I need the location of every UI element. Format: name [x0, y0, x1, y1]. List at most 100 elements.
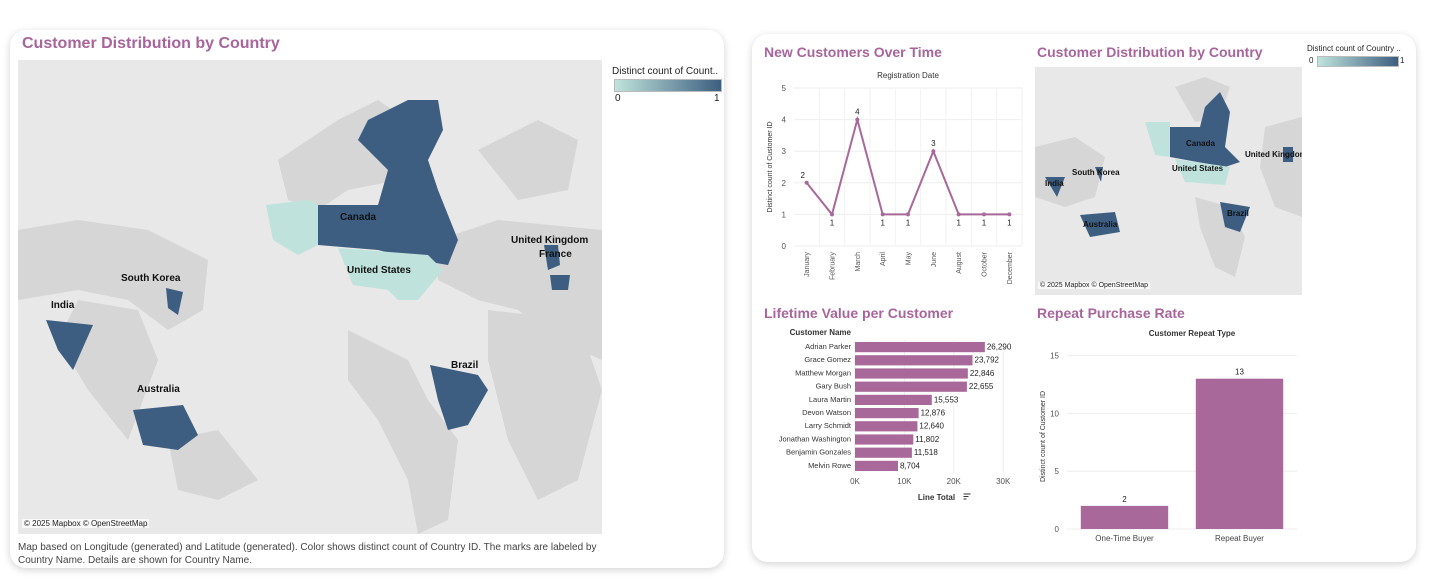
hbar-category-label: Benjamin Gonzales	[786, 448, 851, 457]
right-map-svg	[1035, 67, 1302, 295]
line-point	[830, 212, 834, 217]
hbar-category-label: Melvin Rowe	[808, 461, 851, 470]
right-label-brazil: Brazil	[1227, 209, 1249, 218]
line-data-label: 1	[956, 218, 961, 227]
line-chart-xtick: January	[804, 252, 811, 277]
right-dashboard-card: New Customers Over Time Registration Dat…	[752, 34, 1416, 562]
right-legend-title: Distinct count of Country ..	[1307, 44, 1401, 53]
hbar-xtick: 10K	[897, 477, 912, 486]
line-chart-ytick: 4	[782, 116, 787, 125]
left-map-title: Customer Distribution by Country	[22, 35, 280, 52]
left-map-caption: Map based on Longitude (generated) and L…	[18, 542, 597, 566]
hbar-bar	[855, 434, 914, 445]
label-australia: Australia	[137, 384, 180, 395]
line-data-label: 1	[880, 218, 885, 227]
label-united-kingdom: United Kingdom	[511, 235, 589, 246]
left-map-svg	[18, 60, 602, 534]
hbar-xtick: 0K	[850, 477, 860, 486]
vbar-category-label: Repeat Buyer	[1215, 534, 1264, 543]
hbar-value-label: 22,655	[969, 382, 994, 391]
left-brazil-shape	[430, 365, 488, 430]
label-india: India	[51, 300, 75, 311]
left-world-map[interactable]: Canada United States United Kingdom Fran…	[18, 60, 602, 534]
left-india-shape	[46, 320, 93, 370]
vbar-header: Customer Repeat Type	[1149, 329, 1236, 338]
right-label-united-states: United States	[1172, 164, 1224, 173]
left-legend-max: 1	[714, 93, 720, 104]
right-label-south-korea: South Korea	[1072, 168, 1120, 177]
line-point	[906, 212, 910, 217]
line-chart: Registration Date Distinct count of Custo…	[767, 71, 1023, 284]
line-chart-header: Registration Date	[877, 71, 939, 80]
line-chart-title: New Customers Over Time	[764, 44, 942, 60]
hbar-category-label: Matthew Morgan	[795, 368, 851, 377]
line-series	[805, 115, 1010, 217]
left-map-credit: © 2025 Mapbox © OpenStreetMap	[22, 519, 150, 528]
hbar-category-label: Adrian Parker	[805, 342, 851, 351]
line-data-label: 1	[982, 218, 987, 227]
vbar-ylabel: Distinct count of Customer ID	[1040, 391, 1047, 482]
hbar-category-label: Grace Gomez	[804, 355, 851, 364]
label-brazil: Brazil	[451, 360, 479, 371]
line-data-label: 3	[931, 139, 936, 148]
line-data-label: 2	[800, 171, 805, 180]
line-chart-xtick: June	[931, 252, 938, 267]
vbar-bar	[1195, 378, 1284, 529]
line-chart-xtick: February	[830, 252, 837, 281]
hbar-bar	[855, 460, 898, 471]
left-legend-min: 0	[615, 93, 621, 104]
line-chart-ylabel: Distinct count of Customer ID	[767, 121, 774, 212]
label-canada: Canada	[340, 212, 377, 223]
left-usa-shape	[338, 248, 443, 300]
right-map-credit: © 2025 Mapbox © OpenStreetMap	[1038, 282, 1150, 289]
line-point	[982, 212, 986, 217]
left-map-card: Customer Distribution by Country Canada	[10, 30, 724, 568]
line-data-label: 4	[855, 108, 860, 117]
line-point	[880, 212, 885, 217]
hbar-value-label: 23,792	[975, 356, 1000, 365]
hbar-xlabel: Line Total	[918, 493, 955, 502]
vbar-bar	[1080, 505, 1169, 529]
hbar-value-label: 12,876	[921, 409, 946, 418]
hbar-category-label: Laura Martin	[809, 395, 851, 404]
hbar-bar	[855, 368, 968, 379]
line-chart-xtick: March	[855, 252, 862, 272]
hbar-value-label: 15,553	[934, 395, 959, 404]
hbar-category-label: Devon Watson	[802, 408, 851, 417]
line-chart-xtick: August	[956, 252, 963, 274]
left-australia-shape	[133, 405, 198, 450]
line-chart-xtick: April	[880, 252, 887, 266]
hbar-value-label: 12,640	[919, 422, 944, 431]
hbar-value-label: 26,290	[987, 343, 1012, 352]
hbar-xtick: 30K	[996, 477, 1011, 486]
hbar-bar	[855, 381, 967, 392]
hbar-value-label: 8,704	[900, 461, 921, 470]
line-data-label: 1	[906, 218, 911, 227]
line-point	[804, 180, 809, 185]
vbar-ytick: 5	[1055, 467, 1060, 476]
vbar-chart: Customer Repeat Type Distinct count of Cu…	[1040, 329, 1297, 543]
vbar-ytick: 10	[1050, 409, 1059, 418]
left-legend-title: Distinct count of Count..	[612, 66, 719, 77]
right-world-map[interactable]: Canada United States United Kingdom Sout…	[1035, 67, 1302, 295]
hbar-bar	[855, 342, 985, 353]
line-chart-ytick: 1	[782, 210, 787, 219]
right-legend-max: 1	[1400, 56, 1405, 65]
line-chart-ytick: 3	[782, 147, 787, 156]
line-chart-ytick: 5	[782, 84, 787, 93]
line-data-label: 1	[1007, 218, 1012, 227]
hbar-category-label: Jonathan Washington	[779, 434, 851, 443]
left-canada-shape	[318, 100, 458, 265]
vbar-ytick: 15	[1050, 352, 1059, 361]
vbar-category-label: One-Time Buyer	[1095, 534, 1154, 543]
label-united-states: United States	[347, 265, 411, 276]
vbar-ytick: 0	[1055, 525, 1060, 534]
left-france-shape	[550, 275, 570, 290]
hbar-chart: Customer Name 0K 10K 20K 30K Adrian Parker 26,…	[779, 328, 1012, 502]
vbar-value-label: 2	[1122, 495, 1127, 504]
hbar-bar	[855, 421, 918, 432]
line-chart-xtick: May	[906, 252, 913, 266]
hbar-bar	[855, 394, 932, 405]
right-legend-gradient	[1317, 56, 1399, 67]
line-chart-xtick: October	[982, 251, 989, 277]
